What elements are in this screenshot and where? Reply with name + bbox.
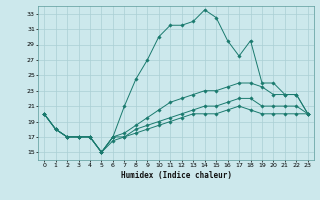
X-axis label: Humidex (Indice chaleur): Humidex (Indice chaleur) bbox=[121, 171, 231, 180]
